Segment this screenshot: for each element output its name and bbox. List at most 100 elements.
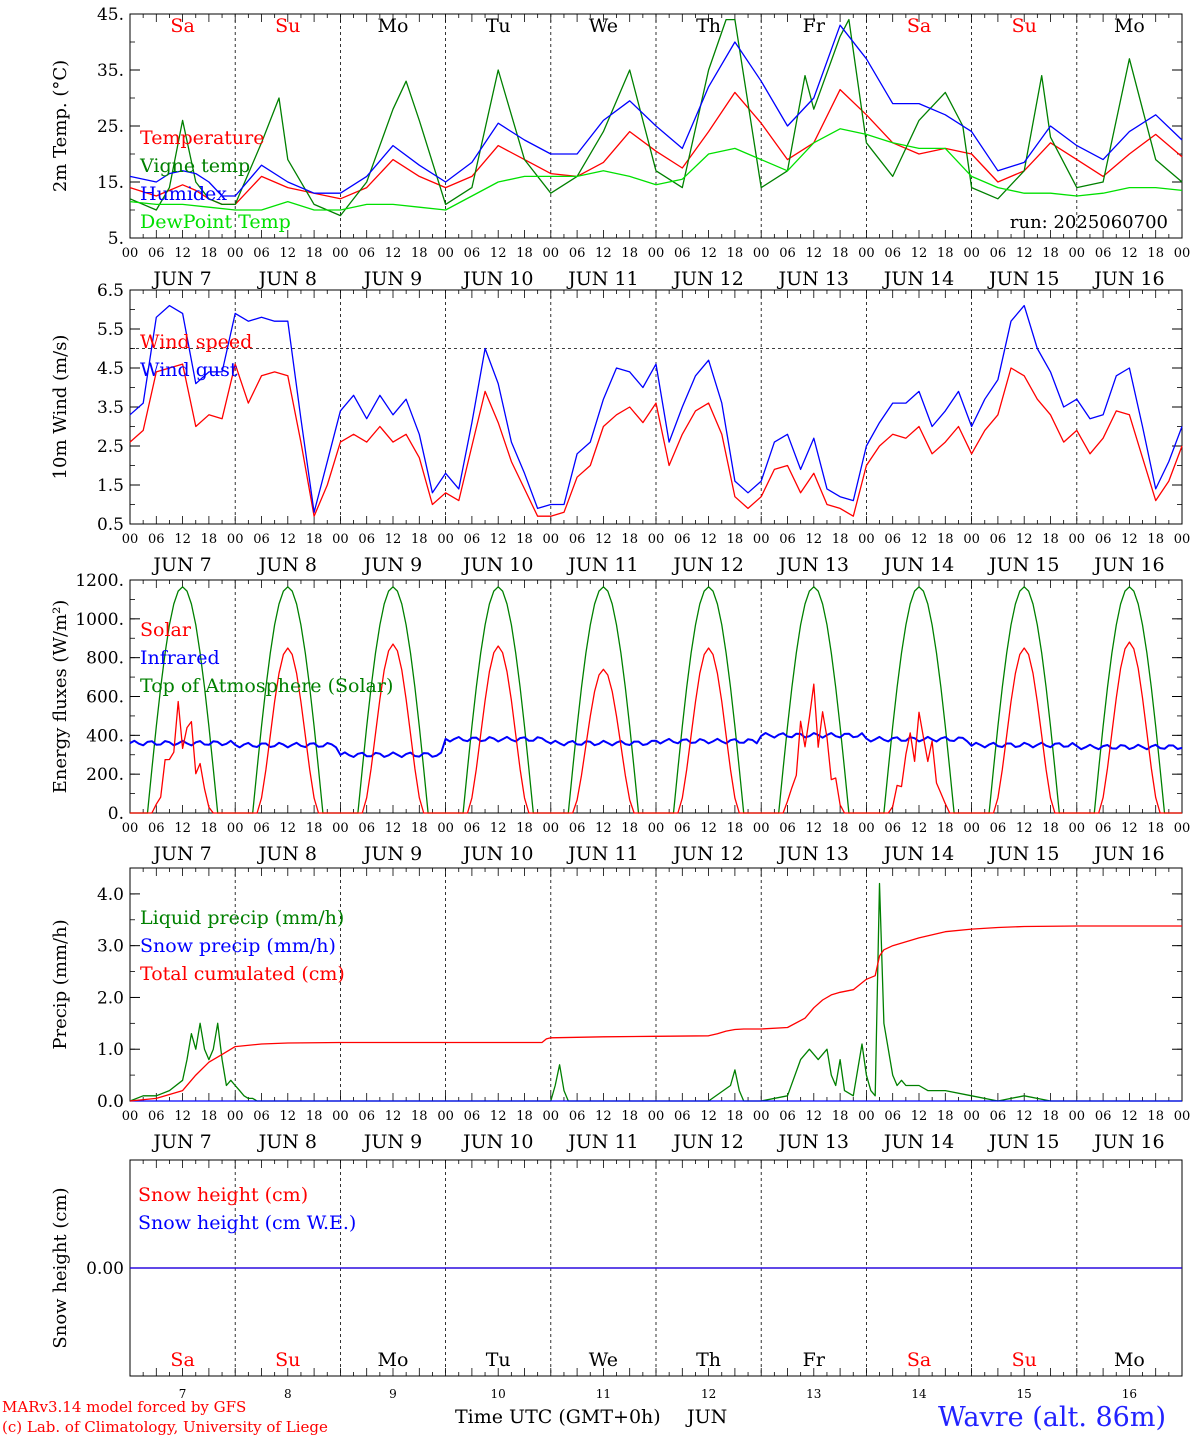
- hour-tick-label: 00: [122, 246, 139, 261]
- series-line: [129, 732, 1183, 759]
- hour-tick-label: 12: [385, 246, 402, 261]
- hour-tick-label: 12: [911, 1109, 928, 1124]
- hour-tick-label: 00: [122, 821, 139, 836]
- hour-tick-label: 06: [253, 532, 270, 547]
- y-tick-label: 2.0: [97, 988, 124, 1008]
- legend-entry: Snow precip (mm/h): [140, 935, 336, 957]
- hour-tick-label: 12: [174, 532, 191, 547]
- hour-tick-label: 18: [306, 246, 323, 261]
- hour-tick-label: 12: [490, 532, 507, 547]
- day-of-week-label: Tu: [486, 1349, 511, 1371]
- date-label: JUN 14: [882, 1131, 954, 1153]
- hour-tick-label: 06: [779, 1109, 796, 1124]
- panel-wind: 0.5 1.5 2.5 3.5 4.5 5.5 6.5 10m Wind (m/s) 00 06 1…: [50, 281, 1190, 576]
- day-of-week-label: Su: [1012, 15, 1037, 37]
- hour-tick-label: 06: [464, 1109, 481, 1124]
- legend-entry: Humidex: [140, 183, 227, 205]
- date-label: JUN 15: [987, 843, 1059, 865]
- hour-tick-label: 18: [411, 246, 428, 261]
- hour-tick-label: 12: [700, 1109, 717, 1124]
- hour-tick-label: 00: [122, 532, 139, 547]
- hour-tick-label: 00: [332, 246, 349, 261]
- hour-tick-label: 00: [963, 532, 980, 547]
- hour-tick-label: 12: [595, 246, 612, 261]
- panel-precip: 0.0 1.0 2.0 3.0 4.0 Precip (mm/h) 00 06 12 18 JUN …: [50, 867, 1190, 1153]
- date-label: JUN 10: [461, 268, 533, 290]
- hour-tick-label: 12: [280, 246, 297, 261]
- date-label: JUN 14: [882, 268, 954, 290]
- hour-tick-label: 18: [832, 532, 849, 547]
- date-label: JUN 8: [257, 1131, 317, 1153]
- hour-tick-label: 00: [648, 246, 665, 261]
- date-label: JUN 13: [777, 843, 849, 865]
- y-tick-label: 35.: [97, 61, 124, 81]
- hour-tick-label: 12: [490, 1109, 507, 1124]
- hour-tick-label: 18: [832, 246, 849, 261]
- date-number-label: 13: [806, 1387, 821, 1401]
- hour-tick-label: 12: [1121, 1109, 1138, 1124]
- series-line: [129, 304, 1183, 513]
- hour-tick-label: 18: [201, 532, 218, 547]
- hour-tick-label: 00: [1069, 821, 1086, 836]
- y-tick-label: 800.: [86, 649, 124, 669]
- hour-tick-label: 12: [1121, 532, 1138, 547]
- hour-tick-label: 06: [674, 246, 691, 261]
- series-line: [129, 24, 1183, 197]
- hour-tick-label: 12: [595, 821, 612, 836]
- date-label: JUN 16: [1092, 843, 1164, 865]
- hour-tick-label: 18: [937, 821, 954, 836]
- hour-tick-label: 06: [884, 532, 901, 547]
- date-label: JUN 12: [671, 554, 743, 576]
- hour-tick-label: 18: [516, 1109, 533, 1124]
- x-axis-month: JUN: [687, 1406, 728, 1428]
- hour-tick-label: 06: [148, 821, 165, 836]
- hour-tick-label: 06: [569, 1109, 586, 1124]
- hour-tick-label: 00: [858, 246, 875, 261]
- hour-tick-label: 18: [201, 1109, 218, 1124]
- hour-tick-label: 00: [648, 532, 665, 547]
- legend-entry: Wind gust: [140, 359, 238, 381]
- hour-tick-label: 18: [1042, 821, 1059, 836]
- date-label: JUN 7: [151, 268, 211, 290]
- hour-tick-label: 06: [253, 246, 270, 261]
- hour-tick-label: 06: [884, 821, 901, 836]
- hour-tick-label: 06: [569, 246, 586, 261]
- hour-tick-label: 00: [858, 1109, 875, 1124]
- hour-tick-label: 00: [437, 532, 454, 547]
- hour-tick-label: 18: [411, 821, 428, 836]
- day-of-week-label: Sa: [907, 15, 931, 37]
- hour-tick-label: 18: [727, 532, 744, 547]
- y-tick-label: 25.: [97, 117, 124, 137]
- hour-tick-label: 12: [385, 1109, 402, 1124]
- day-of-week-label: Mo: [378, 15, 409, 37]
- hour-tick-label: 00: [1069, 532, 1086, 547]
- y-axis-label: Energy fluxes (W/m²): [50, 600, 71, 794]
- date-label: JUN 8: [257, 843, 317, 865]
- y-axis-label: Snow height (cm): [50, 1187, 71, 1348]
- hour-tick-label: 00: [753, 246, 770, 261]
- hour-tick-label: 06: [358, 532, 375, 547]
- hour-tick-label: 06: [148, 246, 165, 261]
- date-label: JUN 16: [1092, 1131, 1164, 1153]
- hour-tick-label: 06: [569, 821, 586, 836]
- hour-tick-label: 06: [779, 532, 796, 547]
- date-label: JUN 8: [257, 268, 317, 290]
- hour-tick-label: 00: [543, 1109, 560, 1124]
- hour-tick-label: 00: [963, 821, 980, 836]
- series-line: [129, 128, 1183, 211]
- hour-tick-label: 00: [753, 821, 770, 836]
- hour-tick-label: 06: [990, 1109, 1007, 1124]
- y-tick-label: 15.: [97, 173, 124, 193]
- day-of-week-label: Mo: [378, 1349, 409, 1371]
- hour-tick-label: 00: [1174, 532, 1191, 547]
- date-label: JUN 11: [566, 1131, 638, 1153]
- hour-tick-label: 06: [884, 1109, 901, 1124]
- hour-tick-label: 00: [437, 821, 454, 836]
- hour-tick-label: 00: [543, 246, 560, 261]
- y-tick-label: 0.0: [97, 1092, 124, 1112]
- hour-tick-label: 00: [332, 532, 349, 547]
- y-axis-label: 2m Temp. (°C): [50, 60, 71, 192]
- hour-tick-label: 06: [779, 246, 796, 261]
- y-tick-label: 1.5: [97, 476, 124, 496]
- hour-tick-label: 18: [937, 246, 954, 261]
